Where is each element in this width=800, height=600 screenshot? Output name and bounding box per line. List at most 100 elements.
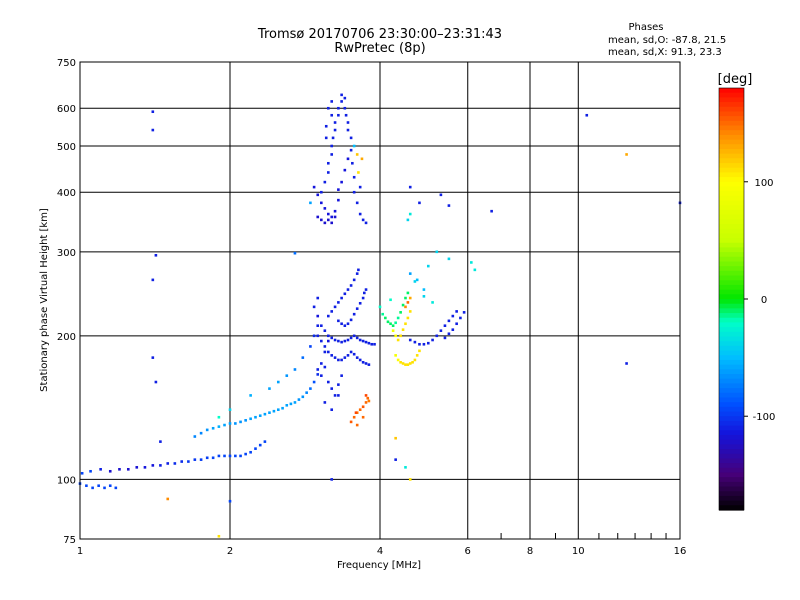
colorbar-segment <box>719 177 744 183</box>
data-point <box>118 467 121 471</box>
data-point <box>455 322 458 326</box>
y-tick-label: 100 <box>57 475 76 486</box>
data-point <box>239 454 242 458</box>
colorbar-segment <box>719 472 744 478</box>
colorbar-segment <box>719 430 744 436</box>
y-axis-ticks: 75 100 200 300 400 500 600 750 <box>57 58 76 546</box>
data-point <box>344 113 348 117</box>
data-point <box>362 291 366 295</box>
data-point <box>406 363 410 366</box>
data-point <box>408 296 412 300</box>
data-point <box>281 406 284 410</box>
colorbar-segment <box>719 449 744 455</box>
data-point <box>316 193 320 197</box>
data-point <box>143 466 147 469</box>
data-point <box>249 417 252 421</box>
y-tick-label: 200 <box>57 332 76 343</box>
data-point <box>276 408 280 412</box>
colorbar-segment <box>719 102 744 108</box>
data-point <box>337 106 340 110</box>
data-point <box>447 332 451 336</box>
data-point <box>228 422 232 425</box>
colorbar-segment <box>719 163 744 169</box>
colorbar-segment <box>719 458 744 464</box>
data-point <box>173 462 177 465</box>
colorbar-segment <box>719 369 744 375</box>
colorbar-segment <box>719 383 744 389</box>
data-point <box>316 324 320 328</box>
data-point <box>211 456 215 460</box>
data-point <box>320 201 323 205</box>
data-point <box>459 316 462 320</box>
data-point <box>330 354 334 357</box>
data-point <box>340 296 343 300</box>
data-point <box>276 380 280 384</box>
data-point <box>462 311 466 314</box>
data-point <box>408 185 412 189</box>
data-point <box>301 356 305 359</box>
data-point <box>327 314 330 318</box>
y-tick-label: 750 <box>57 58 76 69</box>
data-point <box>360 157 364 161</box>
data-point <box>418 342 421 346</box>
data-point <box>333 209 337 213</box>
colorbar-segment <box>719 481 744 488</box>
data-point <box>396 316 400 320</box>
data-point <box>406 218 410 222</box>
data-point <box>244 419 247 422</box>
data-point <box>406 316 410 320</box>
colorbar-segment <box>719 317 744 324</box>
data-point <box>323 329 327 332</box>
data-point <box>293 251 297 255</box>
colorbar-segment <box>719 139 744 145</box>
data-point <box>330 478 334 481</box>
data-point <box>323 345 327 348</box>
data-point <box>447 319 451 323</box>
colorbar-segment <box>719 303 744 309</box>
data-point <box>349 136 353 140</box>
data-point <box>381 312 384 316</box>
data-point <box>330 144 334 148</box>
data-point <box>205 428 209 432</box>
data-point <box>320 362 323 365</box>
data-point <box>151 356 155 359</box>
data-point <box>391 329 395 332</box>
data-point <box>346 288 350 291</box>
data-point <box>361 296 365 300</box>
data-point <box>343 106 347 110</box>
colorbar-segment <box>719 284 744 291</box>
data-point <box>413 340 417 344</box>
data-point <box>435 334 439 338</box>
colorbar-segment <box>719 308 744 314</box>
data-point <box>333 394 337 397</box>
data-point <box>330 387 334 390</box>
data-point <box>352 312 356 316</box>
data-point <box>154 380 158 384</box>
data-point <box>357 268 360 272</box>
data-point <box>151 110 155 114</box>
data-point <box>349 284 353 287</box>
colorbar-segment <box>719 364 744 370</box>
data-point <box>364 362 368 365</box>
data-point <box>451 328 455 331</box>
x-axis-label: Frequency [MHz] <box>337 560 421 571</box>
data-point <box>404 363 407 366</box>
data-point <box>151 464 155 467</box>
data-point <box>378 305 382 309</box>
data-point <box>426 341 430 345</box>
data-point <box>349 148 353 152</box>
data-point <box>89 469 92 473</box>
data-point <box>340 374 343 377</box>
data-point <box>340 93 343 97</box>
y-tick-label: 300 <box>57 248 76 259</box>
data-point <box>355 153 359 156</box>
data-point <box>443 324 447 328</box>
data-point <box>404 466 407 469</box>
data-point <box>205 456 209 460</box>
colorbar-segment <box>719 491 744 497</box>
data-point <box>490 209 493 213</box>
data-point <box>223 454 226 458</box>
data-point <box>285 404 289 407</box>
colorbar-segment <box>719 416 744 422</box>
